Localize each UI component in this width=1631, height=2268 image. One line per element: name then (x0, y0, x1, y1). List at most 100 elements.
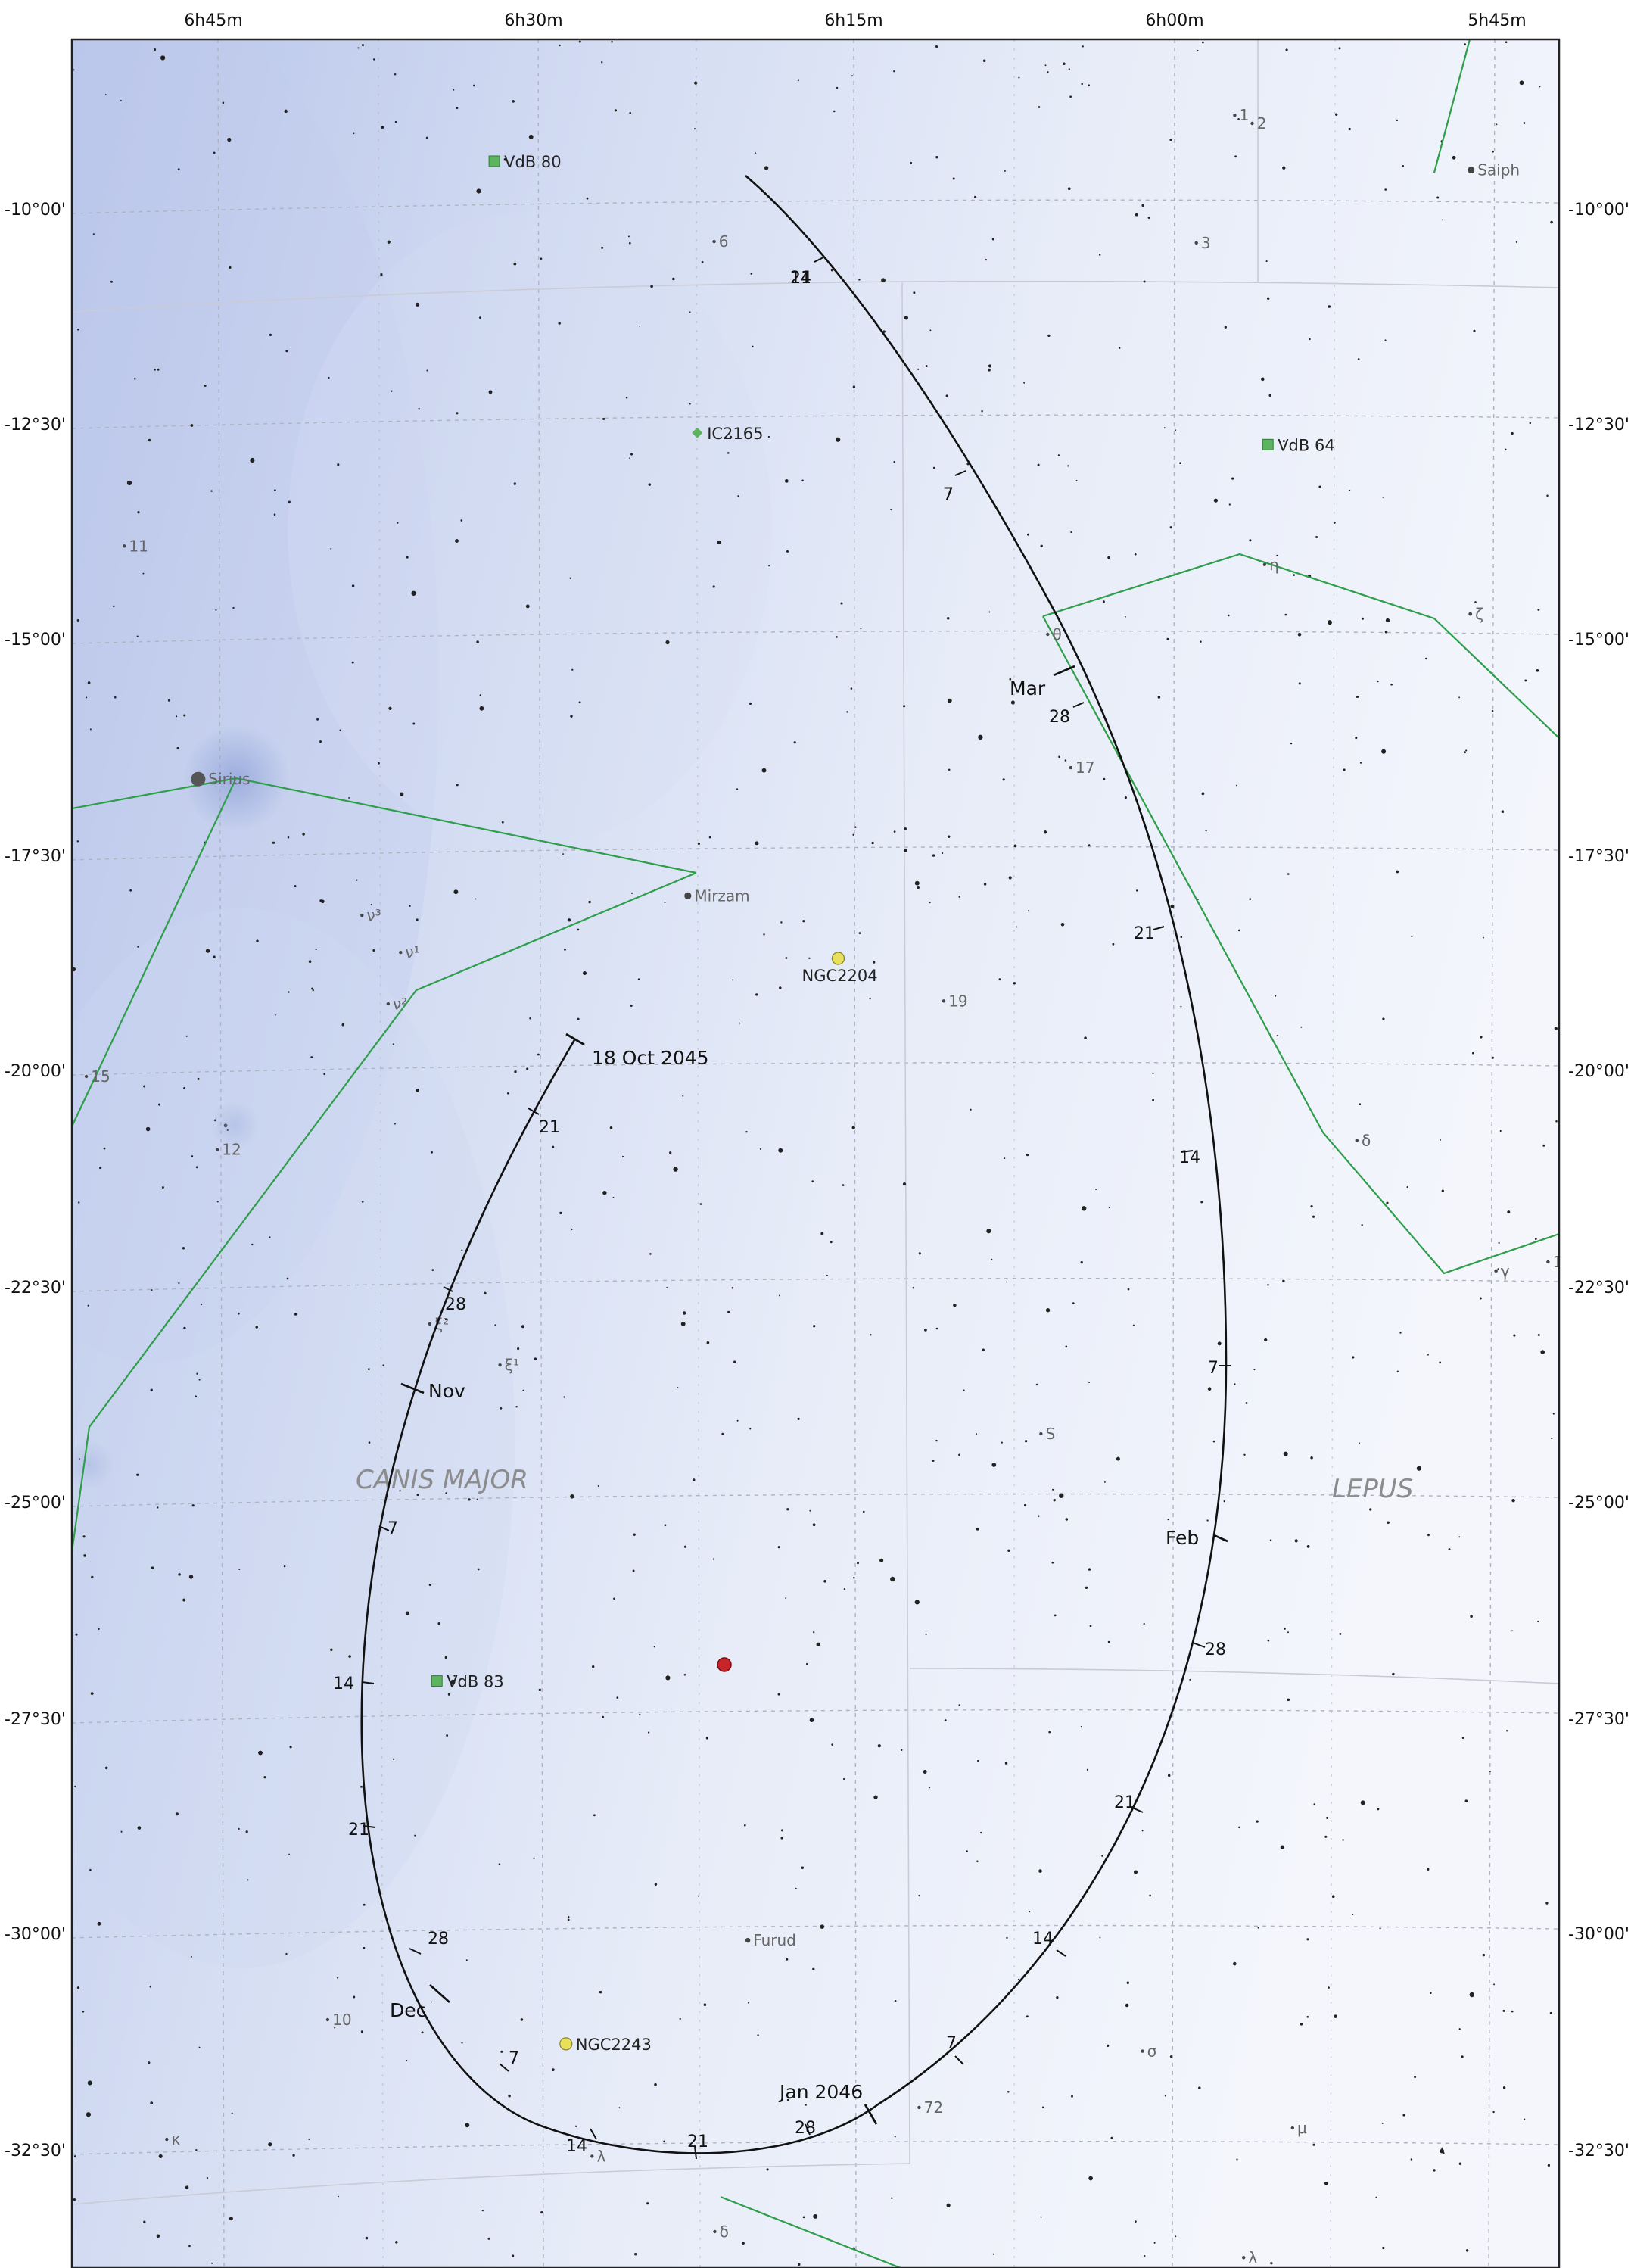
background-star (843, 1777, 845, 1780)
background-star (1149, 1894, 1151, 1897)
background-star (1524, 679, 1527, 682)
background-star (1396, 870, 1399, 874)
background-star (513, 262, 517, 266)
star-label-eta-lep: η (1269, 556, 1279, 574)
background-star (156, 2234, 160, 2238)
background-star (238, 1827, 240, 1830)
background-star (1029, 1911, 1031, 1913)
named-stars: SiriusMirzamSaiphFurudηθζδγν²ν¹ν³ξ²ξ¹λκδ… (84, 106, 1559, 2266)
background-star (963, 1389, 965, 1391)
background-star (1359, 1442, 1361, 1444)
background-star (843, 1587, 846, 1590)
background-star (453, 889, 459, 895)
background-star (947, 835, 951, 838)
path-tick (1180, 1150, 1194, 1153)
background-star (330, 1648, 333, 1652)
star-nu2-cma (386, 1002, 390, 1006)
background-star (983, 883, 987, 886)
background-star (255, 1326, 258, 1329)
background-star (1157, 696, 1161, 699)
background-star (498, 1863, 501, 1865)
background-star (205, 949, 210, 953)
background-star (232, 606, 235, 609)
background-star (813, 2213, 818, 2219)
star-nu3-cma (360, 913, 364, 917)
background-star (727, 452, 730, 454)
background-star (966, 1850, 968, 1852)
background-star (148, 438, 151, 442)
background-star (932, 854, 935, 857)
background-star (215, 609, 217, 611)
background-star (1023, 1503, 1027, 1507)
path-tick (1131, 1807, 1144, 1813)
background-star (500, 2050, 503, 2053)
background-star (1275, 995, 1277, 997)
background-star (974, 195, 977, 198)
background-star (777, 1693, 780, 1696)
background-star (683, 1545, 687, 1548)
background-star (766, 2168, 769, 2171)
background-star (786, 1508, 789, 1511)
dso-ic2165 (692, 427, 703, 438)
background-star (1004, 1157, 1006, 1160)
background-star (1355, 737, 1358, 740)
background-star (143, 1085, 146, 1088)
background-star (1189, 1678, 1191, 1681)
background-star (935, 155, 938, 159)
star-xi2-cma (428, 1322, 432, 1326)
path-date-label: 7 (943, 485, 954, 504)
background-star (513, 482, 516, 485)
background-star (1069, 95, 1072, 98)
background-star (1511, 431, 1514, 435)
background-star (812, 1523, 816, 1527)
background-star (461, 2042, 463, 2044)
background-star (1349, 489, 1351, 491)
background-star (970, 1108, 972, 1111)
background-star (1075, 479, 1078, 481)
star-label-lep-17: 17 (1075, 759, 1094, 777)
background-star (853, 1576, 855, 1579)
background-star (150, 1388, 153, 1391)
background-star (82, 2010, 85, 2013)
background-star (1489, 1771, 1491, 1773)
background-star (91, 1575, 94, 1579)
background-star (811, 1180, 814, 1182)
background-star (126, 480, 132, 486)
star-sigma-col (1141, 2049, 1144, 2053)
background-star (157, 368, 160, 371)
background-star (958, 896, 961, 898)
star-cma-10 (325, 2017, 330, 2022)
background-star (918, 1252, 921, 1255)
background-star (1234, 155, 1237, 158)
background-star (286, 1277, 289, 1280)
background-star (1010, 700, 1015, 705)
background-star (677, 1387, 679, 1388)
background-star (522, 1389, 524, 1391)
star-label-delta-lep: δ (1362, 1132, 1371, 1150)
background-star (976, 1527, 979, 1531)
background-star (414, 1834, 416, 1837)
background-star (1001, 1441, 1003, 1444)
star-eta-lep (1262, 562, 1267, 566)
background-star (1498, 1241, 1500, 1244)
background-star (780, 921, 783, 924)
dec-label-left: -22°30' (5, 1279, 66, 1298)
background-star (1059, 1493, 1064, 1498)
background-star (285, 1952, 288, 1955)
background-star (602, 417, 605, 420)
background-star (577, 1017, 580, 1020)
background-star (1266, 297, 1270, 301)
background-star (1041, 2106, 1044, 2108)
background-star (177, 168, 180, 171)
background-star (910, 161, 913, 164)
background-star (211, 2262, 213, 2264)
path-tick (443, 1286, 453, 1292)
background-star (1007, 2090, 1010, 2093)
background-star (629, 457, 631, 460)
star-num-2 (1250, 121, 1254, 126)
background-star (1497, 1268, 1499, 1270)
background-star (392, 1043, 394, 1045)
background-star (92, 233, 95, 235)
background-star (368, 1441, 371, 1444)
background-star (929, 329, 932, 332)
